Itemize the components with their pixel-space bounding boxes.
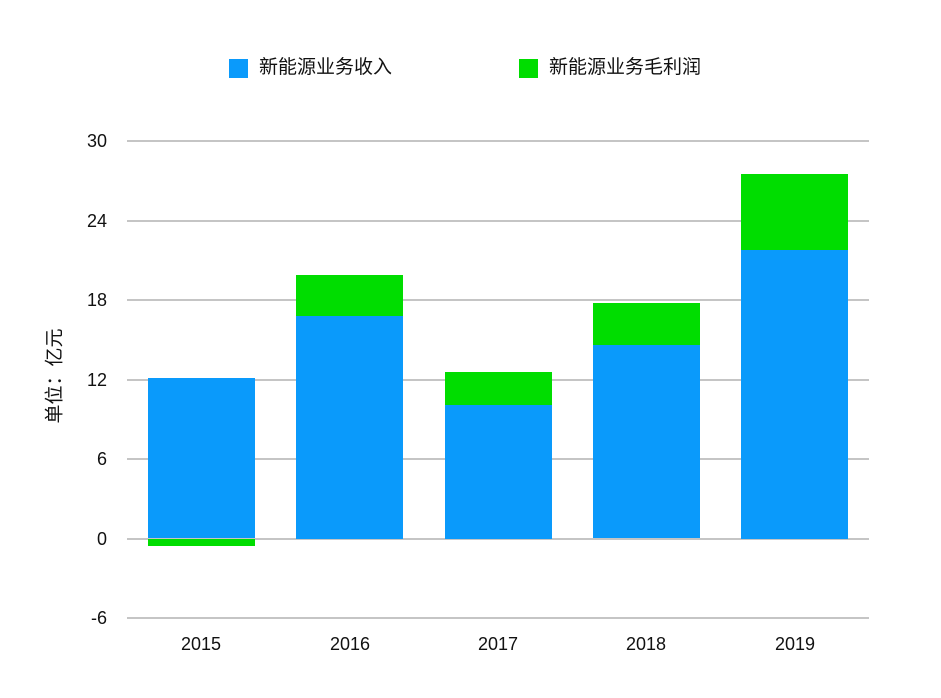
- bar-revenue-2017: [445, 405, 552, 539]
- legend-label-gross-profit: 新能源业务毛利润: [549, 57, 702, 78]
- bar-gross-profit-2017: [445, 372, 552, 405]
- x-tick-label-2019: 2019: [774, 634, 816, 654]
- bar-gross-profit-2016: [296, 275, 403, 316]
- y-tick-label-0: 0: [96, 529, 107, 549]
- gridline-y-0: [127, 538, 869, 540]
- y-tick-label-24: 24: [86, 211, 107, 231]
- gridline-y-30: [127, 140, 869, 142]
- legend-label-revenue: 新能源业务收入: [259, 57, 393, 78]
- bar-gross-profit-2018: [593, 303, 700, 345]
- legend-item-revenue: 新能源业务收入: [229, 58, 392, 78]
- x-tick-label-2015: 2015: [180, 634, 222, 654]
- y-tick-label-6: 6: [96, 449, 107, 469]
- bar-gross-profit-2015: [148, 539, 255, 546]
- y-tick-label-18: 18: [86, 290, 107, 310]
- y-tick-label-12: 12: [86, 370, 107, 390]
- bar-revenue-2015: [148, 378, 255, 538]
- bar-revenue-2016: [296, 316, 403, 539]
- x-tick-label-2016: 2016: [329, 634, 371, 654]
- bar-revenue-2019: [741, 250, 848, 539]
- bar-gross-profit-2019: [741, 174, 848, 250]
- legend-swatch-revenue-icon: [229, 58, 248, 78]
- gridline-y-18: [127, 299, 869, 301]
- legend-swatch-gross-profit-icon: [519, 58, 538, 78]
- gridline-y-24: [127, 220, 869, 222]
- gridline-y--6: [127, 617, 869, 619]
- y-tick-label--6: -6: [90, 608, 107, 628]
- x-tick-label-2018: 2018: [625, 634, 667, 654]
- legend-item-gross-profit: 新能源业务毛利润: [519, 58, 701, 78]
- bar-revenue-2018: [593, 345, 700, 538]
- y-tick-label-30: 30: [86, 131, 107, 151]
- x-tick-label-2017: 2017: [477, 634, 519, 654]
